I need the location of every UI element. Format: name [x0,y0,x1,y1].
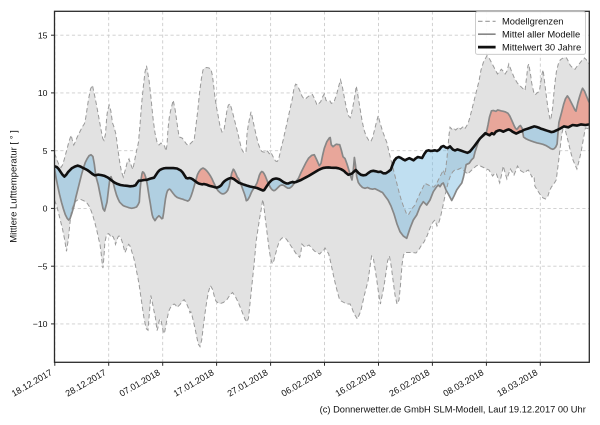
svg-text:(c) Donnerwetter.de GmbH SLM-M: (c) Donnerwetter.de GmbH SLM-Modell, Lau… [320,405,586,415]
svg-text:−5: −5 [38,261,48,271]
svg-text:Modellgrenzen: Modellgrenzen [502,16,564,27]
svg-text:15: 15 [38,30,48,40]
svg-text:Mittelwert 30 Jahre: Mittelwert 30 Jahre [502,42,581,53]
svg-text:10: 10 [38,88,48,98]
svg-text:0: 0 [43,204,48,214]
svg-text:Mittlere Lufttemperatur [ ° ]: Mittlere Lufttemperatur [ ° ] [9,130,20,243]
svg-text:5: 5 [43,146,48,156]
svg-text:Mittel aller Modelle: Mittel aller Modelle [502,29,580,40]
svg-text:−10: −10 [33,319,48,329]
